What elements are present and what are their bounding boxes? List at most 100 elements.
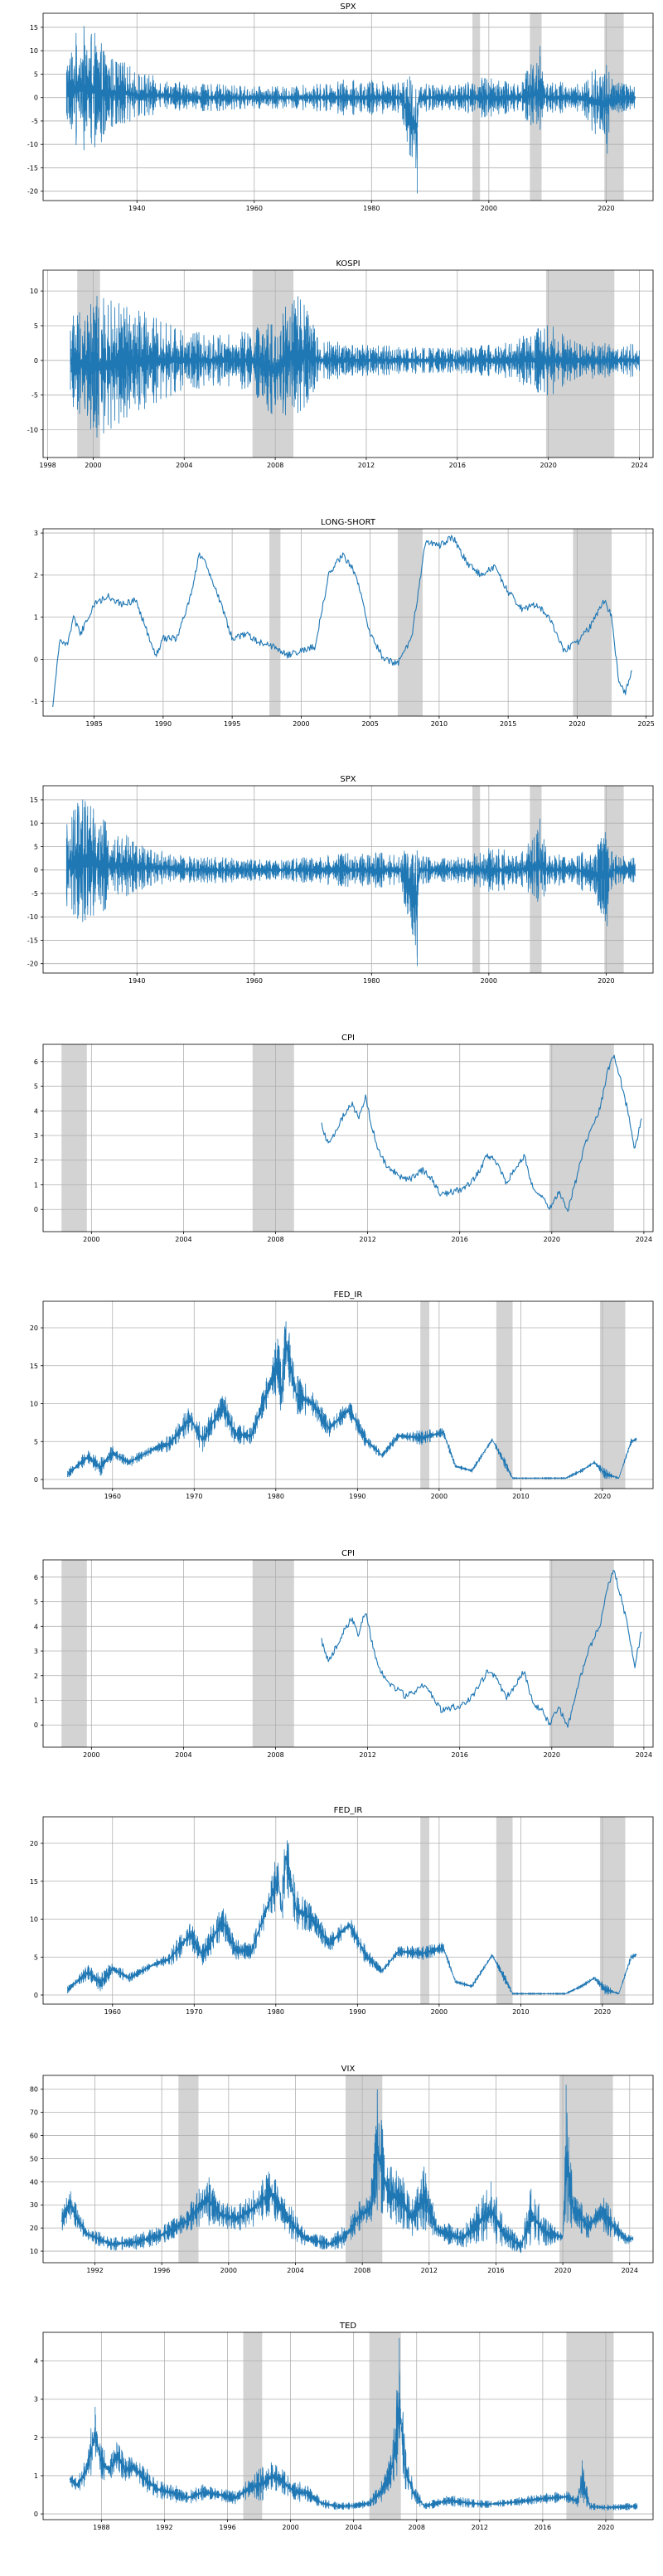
chart-cpi-2: CPI 0 1 2 3 4 5 6 2000 2004 2008 2012 2016 2020 2024 — [34, 1549, 654, 1759]
x-tick-label: 1970 — [186, 1493, 202, 1500]
y-tick-label: 1 — [34, 614, 38, 622]
x-tick-label: 2000 — [481, 977, 497, 985]
x-tick-label: 2000 — [282, 2524, 298, 2531]
chart-panel-long-short: LONG-SHORT -1 0 1 2 3 1985 1990 1995 2000 2005 2010… — [0, 516, 663, 772]
y-tick-label: 60 — [30, 2133, 38, 2140]
x-tick-label: 1990 — [349, 2008, 365, 2016]
y-tick-label: 10 — [30, 1916, 38, 1924]
shaded-region — [243, 2332, 263, 2520]
shaded-region — [604, 786, 624, 973]
chart-title: CPI — [341, 1549, 355, 1558]
y-tick-label: 0 — [34, 1721, 38, 1729]
y-tick-label: 30 — [30, 2201, 38, 2209]
x-tick-label: 1960 — [246, 205, 263, 212]
y-tick-label: -15 — [27, 164, 38, 172]
chart-vix: VIX 10 20 30 40 50 60 70 80 1992 1996 2000 2004 2008 2… — [30, 2065, 654, 2274]
plot-frame — [42, 1043, 654, 1232]
shaded-region — [269, 529, 281, 716]
y-tick-label: 2 — [34, 572, 38, 579]
y-tick-label: 50 — [30, 2155, 38, 2162]
plot-frame — [42, 1816, 654, 2005]
plot-frame — [42, 2075, 654, 2264]
y-tick-label: 0 — [34, 1992, 38, 1999]
y-tick-label: 15 — [30, 24, 38, 31]
x-tick-label: 1998 — [39, 462, 56, 469]
y-tick-label: 6 — [34, 1058, 38, 1066]
y-tick-label: 5 — [34, 1083, 38, 1091]
y-tick-label: 0 — [34, 2511, 38, 2518]
shaded-region — [472, 13, 481, 201]
y-tick-label: -15 — [27, 937, 38, 944]
chart-title: LONG-SHORT — [321, 518, 376, 527]
y-tick-label: 0 — [34, 1476, 38, 1484]
y-tick-label: 40 — [30, 2178, 38, 2186]
plot-frame — [42, 1300, 654, 1489]
x-tick-label: 2012 — [421, 2267, 438, 2274]
x-tick-label: 1996 — [219, 2524, 235, 2531]
series-line — [65, 26, 636, 194]
y-tick-label: -5 — [31, 118, 38, 125]
shaded-region — [252, 1560, 294, 1747]
shaded-region — [252, 1044, 294, 1232]
y-tick-label: -5 — [31, 890, 38, 898]
chart-ted: TED 0 1 2 3 4 1988 1992 1996 2000 2004 2008 2012 2016… — [34, 2322, 654, 2531]
series-line — [60, 2085, 634, 2254]
y-tick-label: 10 — [30, 47, 38, 55]
x-tick-label: 2008 — [267, 1751, 283, 1759]
plot-frame — [42, 528, 654, 717]
y-tick-label: 1 — [34, 2472, 38, 2480]
shaded-region — [604, 13, 624, 201]
x-tick-label: 2004 — [345, 2524, 361, 2531]
chart-title: CPI — [341, 1034, 355, 1043]
x-tick-label: 2020 — [569, 720, 585, 728]
y-tick-label: 20 — [30, 1840, 38, 1847]
series-line — [321, 1054, 642, 1213]
shaded-region — [573, 529, 612, 716]
x-tick-label: 2000 — [431, 1493, 448, 1500]
x-tick-label: 2025 — [637, 720, 654, 728]
chart-title: SPX — [340, 2, 356, 12]
series-line — [65, 799, 636, 966]
y-tick-label: 20 — [30, 2225, 38, 2232]
x-tick-label: 2016 — [535, 2524, 551, 2531]
x-tick-label: 2012 — [359, 1236, 375, 1243]
y-tick-label: 0 — [34, 94, 38, 102]
chart-spx-2: SPX -20 -15 -10 -5 0 5 10 15 1940 1960 1980 2000 2020 — [27, 775, 654, 985]
y-tick-label: 5 — [34, 1438, 38, 1445]
shaded-region — [178, 2075, 199, 2263]
y-tick-label: 5 — [34, 1954, 38, 1961]
y-tick-label: 15 — [30, 1878, 38, 1886]
x-tick-label: 2012 — [358, 462, 375, 469]
x-tick-label: 2000 — [220, 2267, 237, 2274]
chart-panel-fed-ir-2: FED_IR 0 5 10 15 20 1960 1970 1980 1990 2000 2010 20… — [0, 1804, 663, 2062]
plot-frame — [42, 269, 654, 458]
y-tick-label: 4 — [34, 2358, 38, 2365]
x-tick-label: 1992 — [156, 2524, 172, 2531]
y-tick-label: 10 — [30, 288, 38, 295]
x-tick-label: 2008 — [267, 1236, 283, 1243]
y-tick-label: 2 — [34, 2434, 38, 2442]
x-tick-label: 2010 — [431, 720, 448, 728]
x-tick-label: 2008 — [354, 2267, 370, 2274]
y-tick-label: 5 — [34, 70, 38, 78]
series-line — [70, 296, 640, 438]
y-tick-label: 3 — [34, 1132, 38, 1140]
x-tick-label: 1995 — [224, 720, 240, 728]
y-tick-label: 5 — [34, 1599, 38, 1606]
y-tick-label: 10 — [30, 2248, 38, 2255]
x-tick-label: 1980 — [268, 2008, 284, 2016]
x-tick-label: 2010 — [512, 1493, 529, 1500]
shaded-region — [549, 1044, 614, 1232]
x-tick-label: 2024 — [636, 1751, 652, 1759]
x-tick-label: 2020 — [594, 2008, 611, 2016]
y-tick-label: 2 — [34, 1157, 38, 1165]
shaded-region — [599, 1817, 626, 2004]
y-tick-label: 5 — [34, 843, 38, 850]
x-tick-label: 2012 — [472, 2524, 488, 2531]
x-tick-label: 1960 — [104, 1493, 121, 1500]
y-tick-label: 2 — [34, 1673, 38, 1680]
shaded-region — [61, 1560, 87, 1747]
chart-panel-cpi-2: CPI 0 1 2 3 4 5 6 2000 2004 2008 2012 2016 2020 2024 — [0, 1547, 663, 1804]
x-tick-label: 2016 — [487, 2267, 504, 2274]
